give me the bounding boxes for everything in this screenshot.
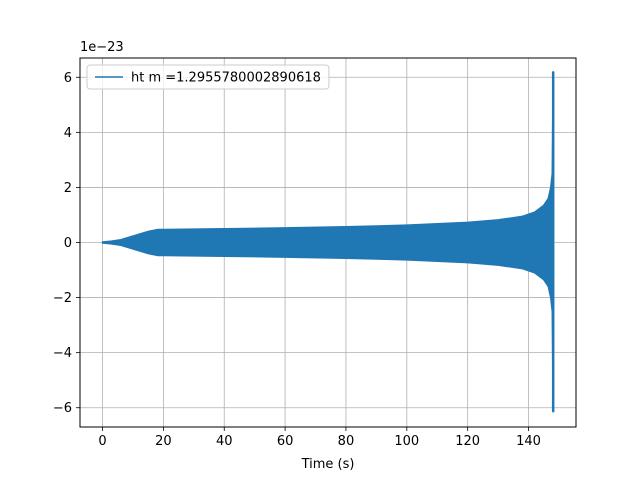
x-tick-label: 120 [455,434,480,449]
legend-entry: ht m =1.2955780002890618 [131,71,321,86]
legend-box [86,64,330,90]
x-tick-label: 60 [277,434,294,449]
x-tick-label: 80 [338,434,355,449]
x-tick-label: 100 [394,434,419,449]
y-tick-label: 0 [64,236,72,251]
y-tick-label: −4 [53,346,72,361]
x-axis-ticks: 0 20 40 60 80 100 120 140 [98,427,541,449]
y-axis-offset-label: 1e−23 [80,40,124,55]
legend: ht m =1.2955780002890618 [86,64,330,90]
plot-area [101,71,555,413]
x-tick-label: 0 [98,434,106,449]
y-tick-label: 4 [64,126,72,141]
y-axis-ticks: −6 −4 −2 0 2 4 6 [53,71,80,416]
y-tick-label: 6 [64,71,72,86]
x-tick-label: 20 [155,434,172,449]
y-tick-label: 2 [64,181,72,196]
x-axis-label: Time (s) [301,457,355,472]
x-tick-label: 40 [216,434,233,449]
y-tick-label: −2 [53,291,72,306]
x-tick-label: 140 [516,434,541,449]
y-tick-label: −6 [53,401,72,416]
